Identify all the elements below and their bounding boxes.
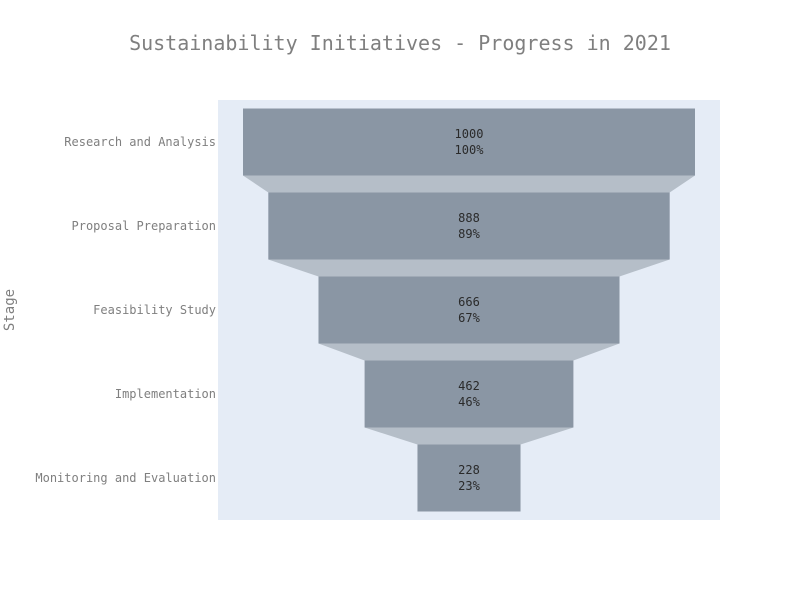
funnel-bar	[318, 276, 620, 344]
bar-percent-label: 23%	[458, 479, 480, 493]
funnel-bar	[243, 108, 695, 176]
bar-value-label: 666	[458, 295, 480, 309]
funnel-bar	[268, 192, 670, 260]
funnel-connector	[243, 175, 695, 193]
bar-percent-label: 67%	[458, 311, 480, 325]
stage-label: Monitoring and Evaluation	[35, 471, 216, 485]
bar-value-label: 462	[458, 379, 480, 393]
stage-label: Implementation	[115, 387, 216, 401]
bar-value-label: 228	[458, 463, 480, 477]
funnel-bar	[364, 360, 574, 428]
stage-label: Feasibility Study	[93, 303, 216, 317]
funnel-bar	[417, 444, 521, 512]
stage-label: Proposal Preparation	[72, 219, 217, 233]
bar-group	[243, 108, 695, 512]
bar-percent-label: 89%	[458, 227, 480, 241]
bar-value-label: 1000	[455, 127, 484, 141]
bar-value-label: 888	[458, 211, 480, 225]
funnel-connector	[364, 427, 574, 445]
funnel-connector	[268, 259, 670, 277]
stage-label: Research and Analysis	[64, 135, 216, 149]
bar-percent-label: 100%	[455, 143, 485, 157]
y-axis-title: Stage	[2, 289, 18, 331]
funnel-connector	[318, 343, 620, 361]
chart-title: Sustainability Initiatives - Progress in…	[129, 31, 671, 55]
connector-group	[243, 175, 695, 445]
value-label-group: 1000 100% 888 89% 666 67% 462 46% 228 23%	[455, 127, 485, 493]
bar-percent-label: 46%	[458, 395, 480, 409]
stage-label-group: Research and Analysis Proposal Preparatio…	[35, 135, 216, 485]
